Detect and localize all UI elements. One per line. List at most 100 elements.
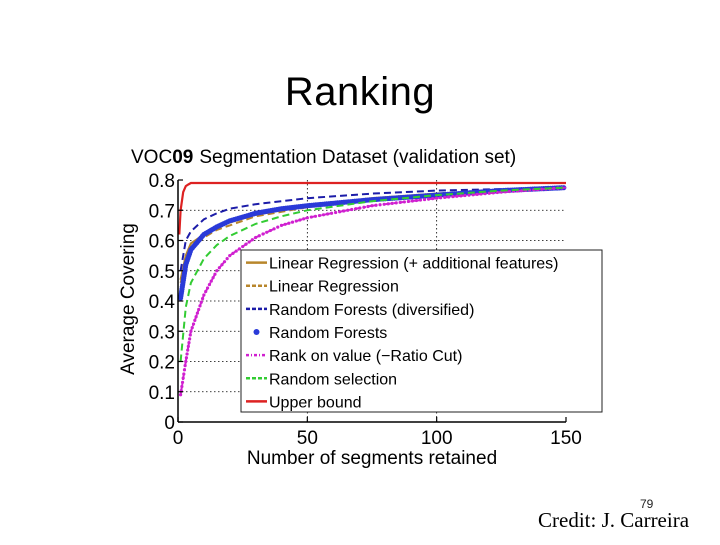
legend-entry: Rank on value (−Ratio Cut)	[269, 348, 462, 365]
series-4-point	[191, 322, 196, 326]
series-4-point	[257, 234, 261, 238]
series-4-point	[202, 293, 206, 297]
y-axis-label: Average Covering	[118, 223, 139, 375]
series-4-point	[483, 192, 487, 196]
series-4-point	[374, 203, 378, 207]
series-4-point	[294, 219, 298, 223]
x-tick-label: 0	[173, 428, 184, 449]
series-4-point	[254, 235, 258, 240]
legend-entry: Random selection	[269, 371, 397, 388]
axes: 0 50 100 150 0 0.1 0.2 0.3 0.4 0.5 0.6 0.7 0.8	[149, 171, 582, 449]
series-4-point	[209, 279, 213, 283]
y-tick-label: 0.2	[149, 353, 175, 374]
series-4-point	[479, 192, 483, 196]
series-4-point	[487, 191, 491, 195]
legend-marker	[253, 329, 260, 335]
series-4-point	[386, 202, 390, 206]
series-4-point	[237, 247, 242, 251]
series-4-point	[184, 356, 189, 360]
series-4-point	[325, 212, 330, 216]
series-4-point	[180, 380, 185, 384]
series-4-point	[220, 263, 224, 267]
series-4-point	[302, 217, 306, 221]
series-4-point	[194, 315, 198, 319]
series-4-point	[225, 257, 229, 261]
series-4-point	[182, 372, 186, 376]
series-4-point	[455, 194, 459, 198]
series-4-point	[305, 216, 309, 220]
series-4-point	[287, 221, 291, 225]
series-4-point	[199, 300, 203, 304]
series-4-point	[247, 240, 251, 244]
series-4-point	[426, 197, 431, 201]
y-tick-label: 0.5	[149, 262, 175, 283]
series-4-point	[362, 205, 366, 209]
series-4-point	[431, 197, 435, 201]
series-4-point	[507, 189, 512, 194]
series-4-point	[207, 282, 212, 287]
series-4-point	[342, 209, 346, 213]
series-4-point	[265, 230, 269, 234]
series-4-point	[471, 193, 475, 197]
page-number: 79	[640, 497, 654, 511]
series-4-point	[435, 196, 439, 200]
series-4-point	[390, 201, 394, 205]
series-2-line	[179, 186, 567, 271]
y-tick-label: 0.7	[149, 201, 175, 222]
series-4-point	[187, 340, 191, 345]
x-tick-label: 100	[421, 428, 453, 449]
series-4-point	[272, 227, 276, 231]
series-5-line	[179, 186, 567, 362]
series-4-point	[394, 201, 398, 205]
series-4-point	[398, 200, 402, 205]
series-4-point	[244, 242, 248, 246]
series-4-point	[406, 199, 410, 204]
series-4-point	[250, 238, 254, 242]
series-6-line	[178, 181, 566, 235]
series-4-point	[181, 376, 185, 380]
legend-entry: Random Forests (diversified)	[269, 302, 474, 319]
series-4-point	[268, 228, 272, 233]
series-4-point	[204, 289, 208, 294]
series-4-point	[276, 225, 280, 229]
series-4-point	[200, 296, 205, 301]
series-4-point	[329, 211, 334, 215]
series-4-point	[198, 304, 202, 308]
series-4-point	[178, 393, 183, 397]
series-4-point	[190, 326, 194, 330]
series-4-point	[182, 368, 187, 372]
series-4-point	[313, 214, 318, 218]
y-tick-label: 0.8	[149, 171, 175, 192]
slide-title: Ranking	[284, 70, 436, 114]
series-4-point	[451, 195, 455, 199]
chart-title-suffix: 09	[172, 147, 193, 168]
legend-entry: Linear Regression (+ additional features…	[269, 256, 559, 273]
series-4-point	[309, 215, 313, 219]
legend-box	[240, 249, 603, 413]
series-4-point	[185, 352, 189, 356]
series-4-point	[334, 210, 338, 215]
series-4-point	[475, 192, 479, 196]
series-4-point	[241, 244, 245, 249]
series-4-point	[370, 204, 374, 208]
series-4-point	[317, 213, 322, 218]
series-4-point	[410, 199, 415, 203]
series-layer	[177, 181, 567, 397]
series-4-point	[298, 218, 302, 222]
series-4-point	[217, 266, 221, 270]
series-4-point	[414, 198, 419, 203]
series-4-point	[184, 359, 188, 364]
series-4-point	[189, 329, 193, 333]
series-4-point	[197, 307, 201, 312]
series-4-point	[290, 220, 295, 224]
chart-title: VOC09 Segmentation Dataset (validation se…	[131, 147, 516, 168]
legend-entry: Random Forests	[269, 325, 387, 342]
y-tick-label: 0	[164, 413, 175, 434]
series-4-point	[350, 207, 354, 212]
x-tick-label: 50	[297, 428, 318, 449]
series-4-point	[540, 187, 544, 191]
series-4-point	[354, 207, 358, 211]
series-4-point	[382, 202, 386, 206]
series-4-point	[205, 286, 210, 290]
